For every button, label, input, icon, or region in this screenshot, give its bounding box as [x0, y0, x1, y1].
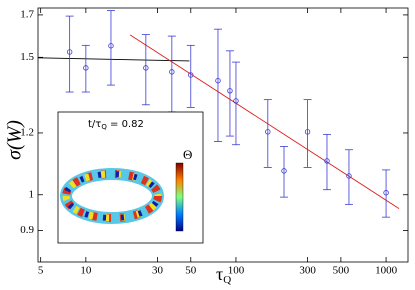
x-tick-label: 100 [228, 265, 245, 277]
y-tick-label: 1.7 [20, 8, 34, 20]
data-point [188, 72, 194, 78]
y-tick-label: 1 [29, 188, 35, 200]
ring-blobs [62, 170, 162, 222]
x-tick-label: 10 [80, 265, 92, 277]
x-tick-label: 50 [185, 265, 197, 277]
data-point [143, 65, 149, 71]
data-point [108, 43, 114, 49]
plot-layer [37, 8, 408, 262]
x-tick-label: 300 [299, 265, 316, 277]
inset-label: t/τQ = 0.82 [88, 119, 144, 131]
y-axis-label: σ(W) [4, 120, 26, 160]
data-point [346, 173, 352, 179]
colorbar [175, 162, 184, 232]
data-point [265, 129, 271, 135]
colorbar-label: Θ [183, 147, 192, 162]
ring-image [60, 168, 164, 224]
fit-line [37, 57, 190, 62]
inset: t/τQ = 0.82 Θ [57, 111, 204, 244]
inset-label-base: t/τ [88, 119, 101, 130]
y-tick-label: 1.5 [20, 51, 34, 63]
y-tick-label: 0.9 [20, 224, 34, 236]
x-tick-label: 1000 [375, 265, 398, 277]
data-point [227, 88, 233, 94]
x-tick-label: 500 [333, 265, 350, 277]
inset-label-sub: Q [101, 123, 107, 131]
data-point [383, 190, 389, 196]
x-axis-label: τQ [216, 264, 231, 285]
x-axis-label-sub: Q [223, 274, 231, 285]
x-tick-label: 5 [38, 265, 44, 277]
fit-line [129, 34, 400, 209]
data-point [169, 69, 175, 75]
inset-label-rest: = 0.82 [107, 119, 144, 130]
data-point [233, 98, 239, 104]
x-tick-label: 30 [152, 265, 164, 277]
y-tick-label: 1.2 [20, 126, 34, 138]
data-point [66, 49, 73, 55]
data-point [304, 129, 311, 135]
data-point [215, 78, 221, 84]
data-point [324, 158, 330, 164]
data-point [83, 65, 89, 71]
data-point [281, 168, 287, 174]
x-axis-label-base: τ [216, 264, 223, 284]
